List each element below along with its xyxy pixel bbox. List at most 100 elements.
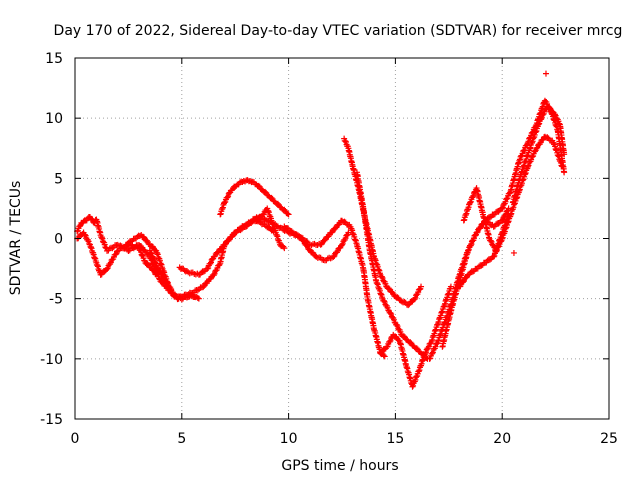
data-point — [168, 286, 175, 293]
data-point — [506, 190, 513, 197]
data-point — [505, 211, 512, 218]
data-point — [268, 194, 275, 201]
data-point — [490, 253, 497, 260]
data-point — [503, 196, 510, 203]
data-point — [473, 229, 480, 236]
data-point — [281, 206, 288, 213]
y-tick-label: 5 — [54, 171, 63, 187]
data-point — [194, 294, 201, 301]
data-point — [224, 194, 231, 201]
x-tick-label: 0 — [71, 431, 80, 447]
data-point — [86, 240, 93, 247]
y-tick-label: 15 — [45, 51, 63, 67]
data-point — [465, 247, 472, 254]
data-point — [510, 249, 517, 256]
data-point — [447, 283, 454, 290]
data-point — [532, 148, 539, 155]
data-point — [495, 220, 502, 227]
data-point — [300, 237, 307, 244]
data-point — [433, 341, 440, 348]
data-point — [520, 147, 527, 154]
data-point — [154, 264, 161, 271]
data-point — [505, 205, 512, 212]
data-point — [120, 245, 127, 252]
data-point — [487, 237, 494, 244]
data-point — [381, 297, 388, 304]
data-point — [189, 290, 196, 297]
data-point — [345, 229, 352, 236]
data-point — [81, 231, 88, 238]
data-point — [200, 284, 207, 291]
y-tick-label: -10 — [40, 352, 63, 368]
data-point — [156, 275, 163, 282]
data-point — [393, 321, 400, 328]
data-point — [556, 120, 563, 127]
data-point — [225, 237, 232, 244]
y-tick-label: -5 — [49, 292, 63, 308]
data-point — [418, 283, 425, 290]
data-point — [321, 237, 328, 244]
data-point — [332, 225, 339, 232]
data-point — [152, 259, 159, 266]
data-point — [381, 353, 388, 360]
data-point — [517, 153, 524, 160]
data-point — [262, 188, 269, 195]
data-point — [281, 245, 288, 252]
data-point — [285, 211, 292, 218]
data-point — [195, 295, 202, 302]
data-point — [561, 151, 568, 158]
data-point — [204, 265, 211, 272]
axis-ticks: 0 5 10 15 20 25 -15 -10 -5 0 5 10 15 — [40, 51, 618, 447]
x-tick-label: 25 — [600, 431, 618, 447]
data-point — [407, 339, 414, 346]
data-point — [237, 227, 244, 234]
data-point — [112, 251, 119, 258]
data-point — [544, 134, 551, 141]
x-tick-label: 10 — [280, 431, 298, 447]
data-point — [535, 121, 542, 128]
data-point — [284, 210, 291, 217]
data-point — [499, 205, 506, 212]
data-point — [386, 338, 393, 345]
data-point — [400, 333, 407, 340]
data-point — [429, 350, 436, 357]
data-point — [214, 249, 221, 256]
data-point — [542, 70, 549, 77]
data-point — [528, 154, 535, 161]
data-point — [378, 273, 385, 280]
data-point — [495, 208, 502, 215]
data-point — [561, 169, 568, 176]
data-point — [559, 163, 566, 170]
data-point — [413, 345, 420, 352]
data-point — [247, 219, 254, 226]
chart-title: Day 170 of 2022, Sidereal Day-to-day VTE… — [54, 23, 623, 39]
data-point — [387, 309, 394, 316]
data-point — [533, 145, 540, 152]
data-point — [469, 194, 476, 201]
data-point — [342, 138, 349, 145]
y-axis-label: SDTVAR / TECUs — [8, 181, 24, 296]
data-point — [330, 253, 337, 260]
grid-lines — [75, 58, 609, 419]
data-point — [194, 287, 201, 294]
data-point — [242, 223, 249, 230]
data-point — [88, 215, 95, 222]
x-tick-label: 20 — [493, 431, 511, 447]
data-point — [339, 241, 345, 248]
data-point — [274, 200, 281, 207]
data-point — [472, 232, 479, 239]
data-point — [539, 112, 546, 119]
data-point — [148, 250, 155, 257]
y-tick-label: 0 — [54, 232, 63, 248]
y-tick-label: 10 — [45, 111, 63, 127]
data-point — [385, 285, 392, 292]
data-point — [76, 223, 83, 230]
data-point — [422, 350, 429, 357]
data-point — [156, 268, 163, 275]
data-point — [486, 214, 493, 221]
data-point — [109, 245, 116, 252]
x-tick-label: 5 — [177, 431, 186, 447]
data-point — [551, 111, 558, 118]
x-tick-label: 15 — [386, 431, 404, 447]
